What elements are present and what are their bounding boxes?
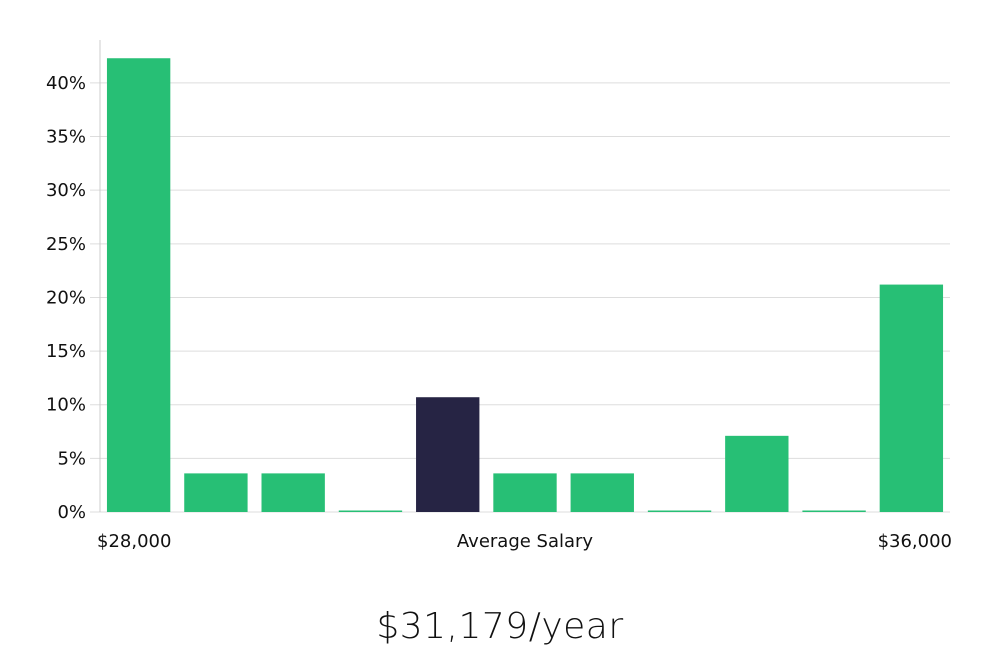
bar: [184, 473, 248, 512]
grid-lines: [90, 82, 950, 513]
y-tick-label: 0%: [57, 502, 86, 523]
bar: [261, 473, 325, 512]
y-tick-label: 20%: [46, 287, 86, 308]
y-tick-label: 5%: [57, 448, 86, 469]
y-axis-tick-labels: 0% 5% 10% 15% 20% 25% 30% 35% 40%: [46, 73, 86, 523]
y-tick-label: 30%: [46, 180, 86, 201]
average-salary-value: $31,179/year: [376, 606, 624, 647]
y-tick-label: 15%: [46, 341, 86, 362]
bar: [879, 284, 944, 512]
x-label-min: $28,000: [97, 531, 171, 552]
y-tick-label: 35%: [46, 127, 86, 148]
y-tick-label: 25%: [46, 234, 86, 255]
x-label-average: Average Salary: [457, 531, 594, 552]
salary-histogram: 0% 5% 10% 15% 20% 25% 30% 35% 40% $28,000 Averag…: [46, 40, 952, 552]
bars: [106, 58, 944, 513]
bar: [493, 473, 557, 512]
bar: [570, 473, 634, 512]
bar: [725, 435, 789, 512]
x-label-max: $36,000: [878, 531, 952, 552]
bar: [802, 510, 866, 512]
y-tick-label: 40%: [46, 73, 86, 94]
y-tick-label: 10%: [46, 395, 86, 416]
bar-average-salary: [416, 397, 480, 512]
bar: [106, 58, 171, 513]
bar: [647, 510, 712, 512]
bar: [338, 510, 403, 512]
